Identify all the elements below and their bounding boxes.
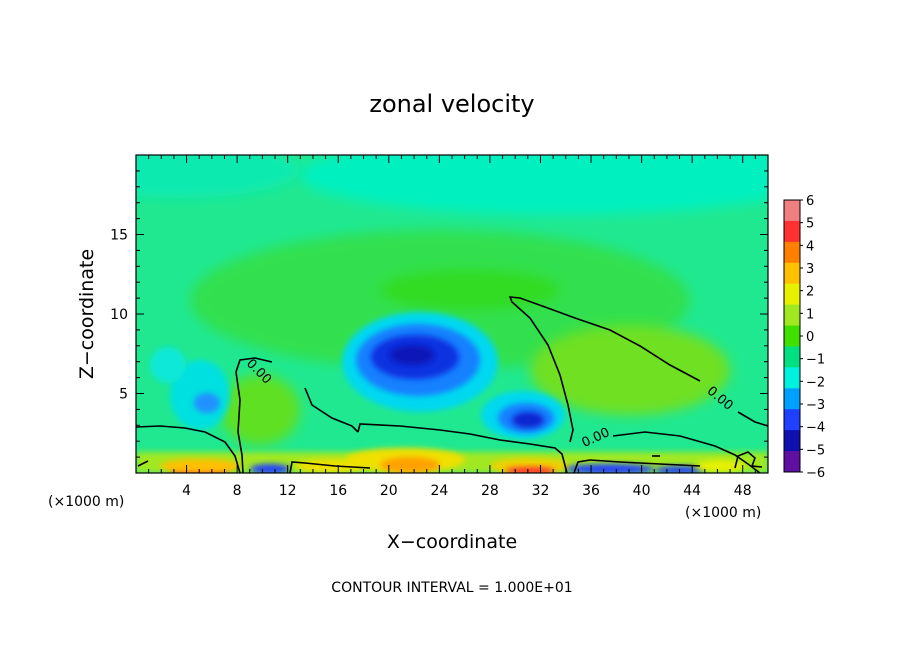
x-tick-label: 32 <box>532 483 550 499</box>
x-unit-left: (×1000 m) <box>48 494 124 510</box>
colorbar-swatch <box>784 409 800 431</box>
colorbar-swatch <box>784 241 800 264</box>
field-bottom-yellow-4 <box>160 459 240 473</box>
colorbar-swatch <box>784 262 800 285</box>
colorbar-tick-label: 2 <box>806 285 814 300</box>
field-mid-bright <box>380 270 560 310</box>
field-bottom-blue-2 <box>565 464 655 473</box>
contour-line <box>612 431 761 473</box>
x-tick-label: 24 <box>430 483 448 499</box>
colorbar-tick-label: 6 <box>806 194 814 209</box>
colorbar-tick-label: 3 <box>806 262 814 277</box>
field-left-cyan2 <box>150 347 186 383</box>
colorbar-swatch <box>784 200 800 222</box>
colorbar-swatch <box>784 304 800 327</box>
x-tick-label: 8 <box>233 483 242 499</box>
contour-line <box>573 459 701 473</box>
colorbar-swatch <box>784 283 800 306</box>
colorbar-tick-label: −5 <box>806 443 825 458</box>
contour-line <box>737 411 768 427</box>
field-left-blue <box>194 393 220 413</box>
zero-contours <box>136 296 768 473</box>
colorbar-tick-label: 1 <box>806 307 814 322</box>
contour-line <box>235 357 273 473</box>
x-tick-label: 20 <box>380 483 398 499</box>
contour-line <box>357 423 568 473</box>
colorbar-swatch <box>784 451 800 473</box>
colorbar-swatch <box>784 346 800 368</box>
heatmap-field <box>136 155 768 473</box>
x-tick-label: 28 <box>481 483 499 499</box>
x-axis: 4 8 12 16 20 24 28 32 36 40 44 48 <box>148 155 756 499</box>
field-vortex-center <box>390 345 434 365</box>
colorbar-swatch <box>784 325 800 347</box>
x-unit-right: (×1000 m) <box>685 505 761 521</box>
field-left-positive <box>220 375 300 445</box>
colorbar-swatch <box>784 220 800 243</box>
x-axis-label: X−coordinate <box>387 531 517 553</box>
y-tick-label: 5 <box>119 387 128 403</box>
colorbar-tick-label: 0 <box>806 330 814 345</box>
contour-interval-note: CONTOUR INTERVAL = 1.000E+01 <box>331 580 572 596</box>
colorbar-tick-label: 5 <box>806 217 814 232</box>
colorbar-swatch <box>784 388 800 410</box>
x-tick-label: 48 <box>734 483 752 499</box>
field-bottom-blue-1 <box>250 464 290 473</box>
x-tick-label: 40 <box>633 483 651 499</box>
colorbar-tick-label: 4 <box>806 239 814 254</box>
colorbar-tick-label: −3 <box>806 398 825 413</box>
contour-line <box>508 296 701 443</box>
contour-line <box>289 461 371 473</box>
contour-line <box>136 425 241 473</box>
colorbar-swatch <box>784 367 800 389</box>
colorbar-tick-label: −6 <box>806 466 825 481</box>
y-tick-label: 10 <box>110 307 128 323</box>
colorbar-tick-label: −1 <box>806 353 825 368</box>
y-axis: 5 10 15 <box>110 170 768 458</box>
colorbar: 6 5 4 3 2 1 0 −1 −2 −3 −4 −5 −6 <box>783 194 825 481</box>
contour-line <box>734 451 763 469</box>
chart-title: zonal velocity <box>369 90 534 118</box>
field-bottom-yellow-5 <box>695 460 745 472</box>
colorbar-tick-label: −4 <box>806 421 825 436</box>
x-tick-label: 36 <box>582 483 600 499</box>
field-top-cyan <box>300 155 768 215</box>
y-tick-label: 15 <box>110 228 128 244</box>
x-tick-label: 12 <box>279 483 297 499</box>
field-bottom-orange-1 <box>380 457 440 473</box>
y-axis-label: Z−coordinate <box>76 249 98 379</box>
x-tick-label: 16 <box>329 483 347 499</box>
x-tick-label: 44 <box>683 483 701 499</box>
contour-line <box>304 387 359 433</box>
field-bottom-red-1 <box>505 467 555 473</box>
contour-line <box>137 460 149 467</box>
colorbar-swatch <box>784 430 800 452</box>
field-right-positive <box>530 325 730 415</box>
x-tick-label: 4 <box>182 483 191 499</box>
colorbar-tick-label: −2 <box>806 375 825 390</box>
field-vortex2-core <box>512 412 544 428</box>
field-topleft-cyan <box>136 155 300 198</box>
